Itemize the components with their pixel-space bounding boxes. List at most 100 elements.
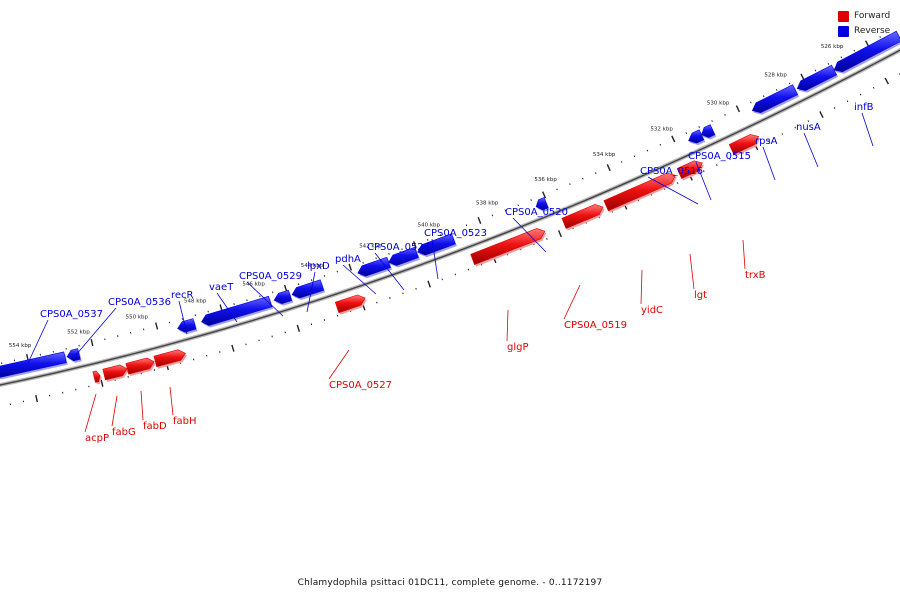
gene-label-CPS0A_0536[interactable]: CPS0A_0536 xyxy=(108,297,171,308)
scale-minor-tick xyxy=(452,229,455,232)
gene-label-infB[interactable]: infB xyxy=(854,102,874,113)
scale-minor-tick xyxy=(441,278,443,281)
gene-label-CPS0A_0520[interactable]: CPS0A_0520 xyxy=(505,207,568,218)
gene-fabG[interactable] xyxy=(102,364,129,382)
gene-leader-line xyxy=(506,309,509,342)
gene-label-CPS0A_0515[interactable]: CPS0A_0515 xyxy=(688,151,751,162)
scale-minor-tick xyxy=(775,88,778,91)
gene-label-lpxD[interactable]: lpxD xyxy=(307,261,330,272)
gene-arrow[interactable] xyxy=(0,351,67,378)
scale-label: 530 kbp xyxy=(707,101,730,107)
gene-label-recR[interactable]: recR xyxy=(171,290,194,301)
gene-leader-line xyxy=(27,319,49,364)
legend-item-reverse[interactable]: Reverse xyxy=(838,24,890,39)
scale-minor-tick xyxy=(794,126,797,129)
gene-label-yidC[interactable]: yidC xyxy=(641,305,663,316)
gene-yidC[interactable] xyxy=(603,172,677,213)
gene-rpsA[interactable] xyxy=(751,84,800,115)
gene-arrow[interactable] xyxy=(153,349,186,368)
gene-CPS0A_0536[interactable] xyxy=(66,348,82,363)
gene-arrow[interactable] xyxy=(125,357,155,375)
gene-CPS0A_0523[interactable] xyxy=(417,233,457,258)
scale-minor-tick xyxy=(582,177,584,180)
gene-CPS0A_0519[interactable] xyxy=(561,204,605,231)
scale-minor-tick xyxy=(517,204,519,207)
gene-arrow[interactable] xyxy=(66,348,81,362)
gene-label-CPS0A_0527[interactable]: CPS0A_0527 xyxy=(329,380,392,391)
gene-arrow[interactable] xyxy=(273,289,293,305)
gene-CPS0A_0529[interactable] xyxy=(273,289,294,306)
scale-minor-tick xyxy=(375,257,377,260)
gene-leader-line xyxy=(762,146,776,181)
gene-glgP[interactable] xyxy=(470,228,547,267)
gene-lgt[interactable] xyxy=(676,160,704,181)
gene-CPS0A_0537[interactable] xyxy=(0,351,68,380)
gene-trxB[interactable] xyxy=(728,134,761,157)
scale-minor-tick xyxy=(259,295,261,298)
gene-fabH[interactable] xyxy=(153,349,187,369)
gene-label-rpsA[interactable]: rpsA xyxy=(755,136,778,147)
scale-minor-tick xyxy=(729,158,731,161)
scale-minor-tick xyxy=(840,56,843,59)
gene-label-acpP[interactable]: acpP xyxy=(85,433,109,444)
gene-arrow[interactable] xyxy=(334,294,366,314)
gene-label-fabG[interactable]: fabG xyxy=(112,427,136,438)
gene-arrow[interactable] xyxy=(561,204,604,229)
gene-vaeT[interactable] xyxy=(201,295,274,328)
scale-major-tick xyxy=(606,164,611,172)
gene-CPS0A_0524[interactable] xyxy=(388,246,420,268)
scale-minor-tick xyxy=(233,303,235,306)
gene-label-CPS0A_0524[interactable]: CPS0A_0524 xyxy=(367,242,430,253)
gene-leader-line xyxy=(374,252,405,291)
scale-minor-tick xyxy=(530,199,532,201)
gene-label-CPS0A_0537[interactable]: CPS0A_0537 xyxy=(40,309,103,320)
gene-label-fabD[interactable]: fabD xyxy=(143,421,167,432)
gene-acpP[interactable] xyxy=(92,370,102,385)
gene-label-CPS0A_0523[interactable]: CPS0A_0523 xyxy=(424,228,487,239)
gene-leader-line xyxy=(246,281,284,317)
legend-item-forward[interactable]: Forward xyxy=(838,9,890,24)
gene-leader-line xyxy=(695,161,712,201)
gene-arrow[interactable] xyxy=(676,160,703,179)
scale-minor-tick xyxy=(415,287,417,290)
gene-label-nusA[interactable]: nusA xyxy=(796,122,821,133)
gene-arrow[interactable] xyxy=(701,124,716,138)
gene-label-lgt[interactable]: lgt xyxy=(694,290,707,301)
gene-arrow[interactable] xyxy=(833,30,900,73)
gene-fabD[interactable] xyxy=(125,357,156,377)
gene-arrow[interactable] xyxy=(688,129,705,144)
scale-minor-tick xyxy=(245,343,247,346)
gene-CPS0A_0527[interactable] xyxy=(334,294,367,315)
gene-label-glgP[interactable]: glgP xyxy=(507,342,529,353)
gene-arrow[interactable] xyxy=(102,364,128,381)
gene-arrow[interactable] xyxy=(201,295,273,326)
gene-arrow[interactable] xyxy=(291,279,325,299)
gene-recR[interactable] xyxy=(177,318,198,335)
gene-label-CPS0A_0519[interactable]: CPS0A_0519 xyxy=(564,320,627,331)
gene-label-trxB[interactable]: trxB xyxy=(745,270,766,281)
gene-label-CPS0A_0516[interactable]: CPS0A_0516 xyxy=(640,166,703,177)
gene-arrow[interactable] xyxy=(92,370,101,383)
gene-arrow[interactable] xyxy=(417,233,456,256)
gene-CPS0A_0520[interactable] xyxy=(535,197,550,212)
gene-arrow[interactable] xyxy=(728,134,760,155)
gene-lpxD[interactable] xyxy=(291,279,326,300)
gene-label-pdhA[interactable]: pdhA xyxy=(335,254,361,265)
gene-leader-line xyxy=(342,264,377,295)
gene-arrow[interactable] xyxy=(751,84,799,114)
scale-major-tick xyxy=(819,111,824,119)
gene-arrow[interactable] xyxy=(388,246,419,266)
gene-arrow[interactable] xyxy=(470,228,546,265)
scale-minor-tick xyxy=(879,36,881,38)
gene-CPS0A_0516[interactable] xyxy=(688,129,706,146)
scale-minor-tick xyxy=(833,107,836,109)
gene-CPS0A_0515[interactable] xyxy=(701,124,717,140)
gene-label-CPS0A_0529[interactable]: CPS0A_0529 xyxy=(239,271,302,282)
gene-arrow[interactable] xyxy=(535,197,549,211)
gene-label-vaeT[interactable]: vaeT xyxy=(209,282,234,293)
scale-minor-tick xyxy=(323,319,326,321)
scale-minor-tick xyxy=(504,209,507,212)
gene-label-fabH[interactable]: fabH xyxy=(173,416,197,427)
gene-infB[interactable] xyxy=(833,30,900,74)
gene-arrow[interactable] xyxy=(177,318,197,333)
